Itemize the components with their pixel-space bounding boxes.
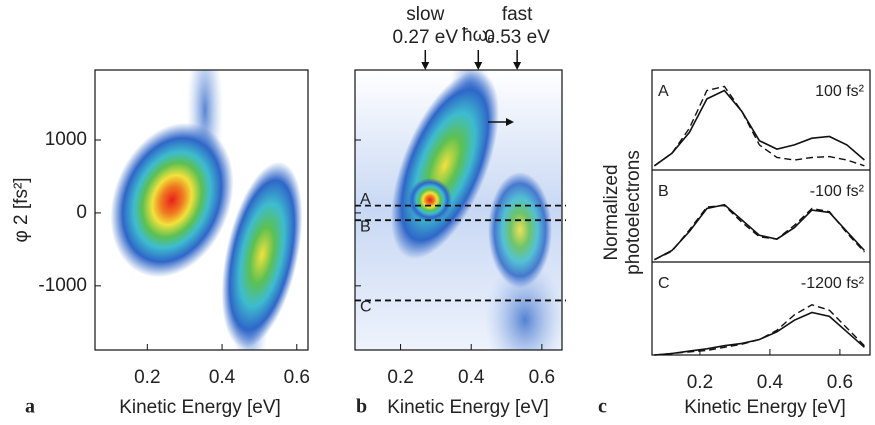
x-tick-label: 0.6	[284, 367, 310, 388]
plot-frame	[651, 69, 871, 356]
x-tick-label: 0.2	[134, 367, 160, 388]
panel-label: a	[25, 396, 35, 418]
arrow-head	[506, 118, 514, 126]
panel-label: b	[356, 396, 367, 418]
annotation: ħωₑ	[462, 25, 494, 46]
trace-dashed	[653, 85, 865, 167]
trace-dashed	[654, 304, 865, 356]
y-tick-label: 1000	[45, 129, 87, 150]
x-tick-label: 0.4	[209, 367, 236, 388]
cut-label: A	[360, 191, 371, 208]
trace-dashed	[654, 204, 865, 261]
annotation-arrow-head	[513, 62, 522, 70]
trace-label: C	[658, 275, 670, 292]
x-tick-label: 0.6	[827, 372, 853, 393]
trace-phase: -100 fs²	[810, 183, 865, 200]
panel-label: c	[598, 396, 607, 418]
plot-frame	[94, 69, 309, 351]
annotation: slow	[406, 4, 444, 25]
trace-label: B	[658, 183, 669, 200]
annotation: 0.27 eV	[393, 27, 459, 48]
cut-label: C	[360, 299, 372, 316]
y-tick-label: -1000	[38, 275, 87, 296]
trace-label: A	[658, 83, 669, 100]
x-axis-label: Kinetic Energy [eV]	[387, 397, 549, 418]
heatmap-a	[110, 70, 303, 350]
y-axis-label: photoelectrons	[623, 150, 644, 275]
x-tick-label: 0.4	[458, 367, 485, 388]
trace-solid	[654, 311, 865, 356]
annotation-arrow-head	[474, 62, 483, 70]
y-axis-label: Normalized	[601, 164, 622, 260]
x-tick-label: 0.4	[757, 372, 784, 393]
x-tick-label: 0.6	[529, 367, 555, 388]
x-axis-label: Kinetic Energy [eV]	[119, 397, 281, 418]
cut-label: B	[360, 218, 371, 235]
annotation-arrow-head	[421, 62, 430, 70]
trace-solid	[653, 89, 865, 167]
trace-phase: 100 fs²	[815, 83, 865, 100]
trace-phase: -1200 fs²	[801, 275, 865, 292]
x-tick-label: 0.2	[687, 372, 713, 393]
heatmap-b	[355, 70, 562, 350]
x-axis-label: Kinetic Energy [eV]	[684, 397, 846, 418]
y-tick-label: 0	[76, 202, 87, 223]
x-tick-label: 0.2	[387, 367, 413, 388]
annotation: 0.53 eV	[484, 27, 550, 48]
annotation: fast	[502, 4, 533, 25]
y-axis-label: φ 2 [fs²]	[11, 177, 32, 242]
plot-frame	[354, 69, 563, 351]
trace-solid	[654, 203, 865, 261]
